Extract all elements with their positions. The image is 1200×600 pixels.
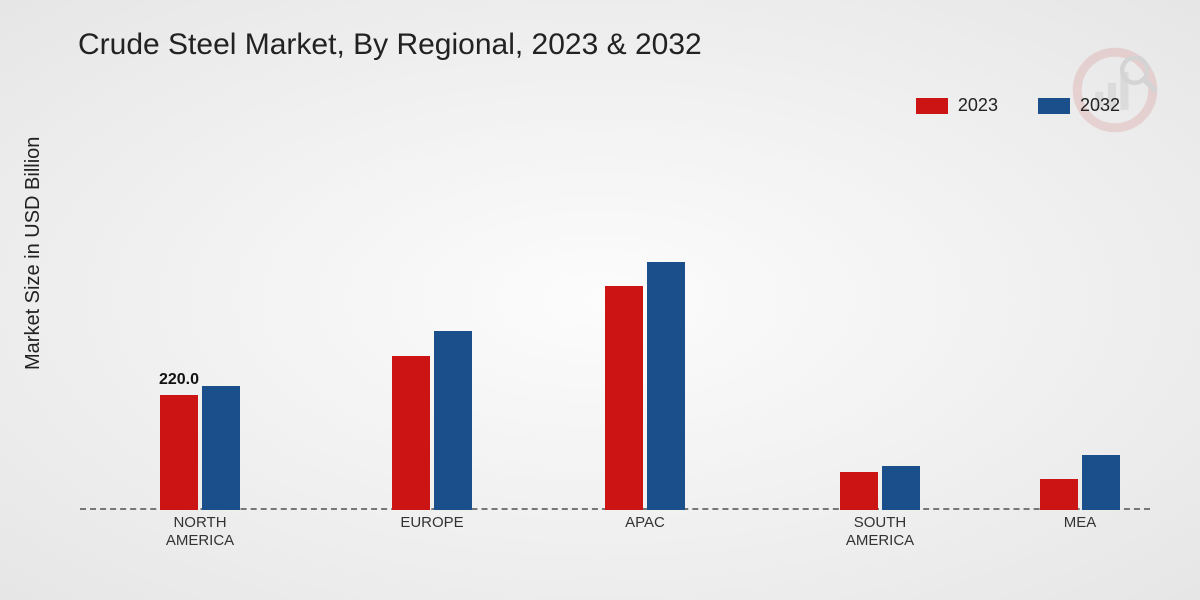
legend-item-2032: 2032	[1038, 95, 1120, 116]
bar-group: 220.0	[160, 386, 240, 510]
plot-area: 220.0	[80, 145, 1150, 510]
bar	[1082, 455, 1120, 510]
x-axis-labels: NORTH AMERICA EUROPE APAC SOUTH AMERICA MEA	[80, 514, 1150, 564]
x-axis-label: MEA	[1064, 514, 1097, 532]
page-title: Crude Steel Market, By Regional, 2023 & …	[78, 28, 702, 62]
x-axis-label: APAC	[625, 514, 665, 532]
legend-swatch-2023	[916, 98, 948, 114]
bar	[392, 356, 430, 510]
legend-item-2023: 2023	[916, 95, 998, 116]
bar-group	[1040, 455, 1120, 510]
bar-group	[392, 331, 472, 510]
bar	[882, 466, 920, 510]
bar	[202, 386, 240, 510]
y-axis-label: Market Size in USD Billion	[22, 137, 45, 370]
bar: 220.0	[160, 395, 198, 510]
bar-value-label: 220.0	[159, 371, 199, 389]
bar	[605, 286, 643, 510]
bar	[434, 331, 472, 510]
legend-label-2032: 2032	[1080, 95, 1120, 116]
bar	[647, 262, 685, 510]
watermark-logo	[1070, 45, 1160, 135]
legend: 2023 2032	[916, 95, 1120, 116]
x-axis-label: EUROPE	[400, 514, 463, 532]
bar-group	[605, 262, 685, 510]
legend-swatch-2032	[1038, 98, 1070, 114]
bar	[1040, 479, 1078, 510]
legend-label-2023: 2023	[958, 95, 998, 116]
x-axis-label: NORTH AMERICA	[166, 514, 234, 550]
x-axis-label: SOUTH AMERICA	[846, 514, 914, 550]
bar	[840, 472, 878, 510]
bar-group	[840, 466, 920, 510]
